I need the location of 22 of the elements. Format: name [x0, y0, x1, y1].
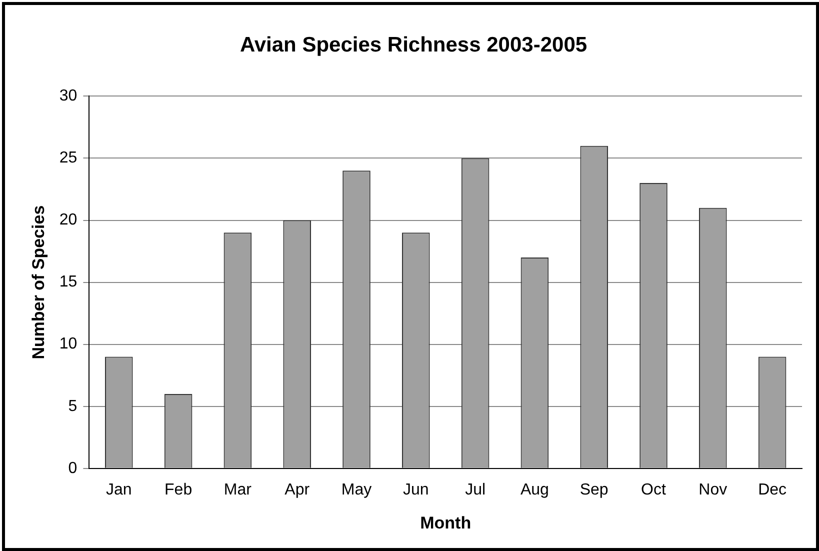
x-tick-label: Jan	[106, 481, 132, 498]
y-tick-label: 10	[59, 336, 78, 353]
x-tick-label: Jul	[465, 481, 486, 498]
x-tick-label: Dec	[758, 481, 787, 498]
x-axis-title: Month	[420, 513, 472, 532]
y-tick-label: 20	[59, 212, 78, 229]
x-tick-label: Sep	[580, 481, 608, 498]
x-tick-label: Feb	[164, 481, 192, 498]
y-tick-label: 15	[59, 274, 78, 291]
x-tick-label: May	[341, 481, 372, 498]
x-tick-label: Apr	[284, 481, 310, 498]
x-tick-label: Jun	[403, 481, 429, 498]
x-tick-label: Mar	[224, 481, 252, 498]
y-axis-title: Number of Species	[28, 205, 48, 360]
x-tick-label: Oct	[641, 481, 666, 498]
y-tick-label: 25	[59, 150, 78, 167]
y-tick-label: 30	[59, 88, 78, 105]
chart-title: Avian Species Richness 2003-2005	[240, 33, 588, 56]
x-tick-label: Aug	[520, 481, 549, 498]
y-tick-label: 5	[68, 398, 78, 415]
y-tick-label: 0	[68, 460, 78, 477]
x-tick-label: Nov	[698, 481, 728, 498]
